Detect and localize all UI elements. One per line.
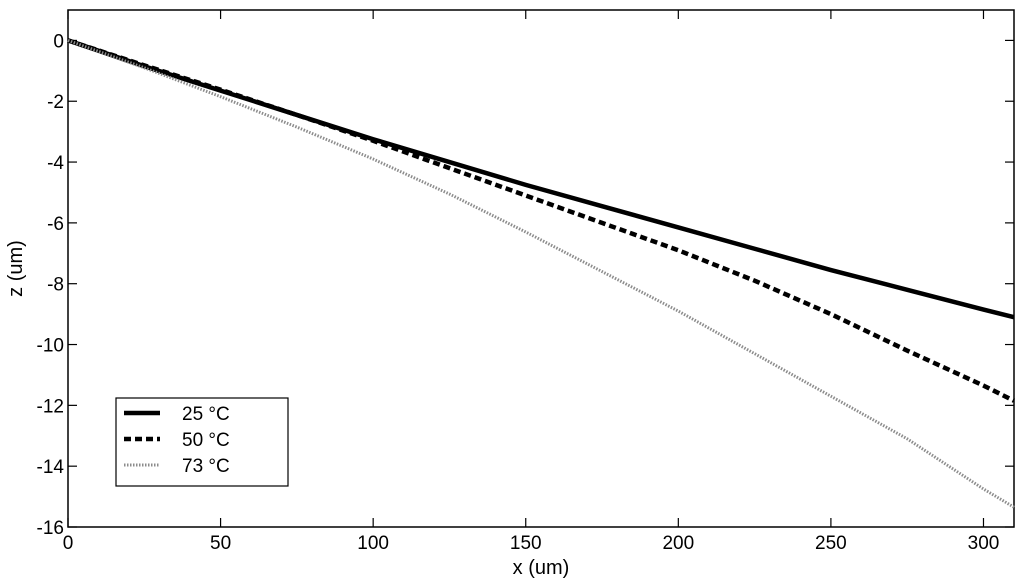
y-tick-label: -14 bbox=[37, 457, 65, 478]
x-tick-label: 300 bbox=[968, 533, 1000, 554]
y-tick-label: -2 bbox=[47, 92, 64, 113]
y-axis-label: z (um) bbox=[5, 240, 27, 297]
y-tick-label: -4 bbox=[47, 153, 64, 174]
y-tick-label: -10 bbox=[37, 336, 64, 357]
y-tick-label: -16 bbox=[37, 518, 64, 539]
series-line-2 bbox=[67, 38, 1016, 403]
legend-label-3: 73 °C bbox=[182, 456, 230, 477]
series-group bbox=[67, 38, 1016, 509]
legend-label-2: 50 °C bbox=[182, 430, 230, 451]
series-line-3 bbox=[67, 38, 1015, 509]
series-line-1 bbox=[67, 38, 1015, 320]
y-tick-label: 0 bbox=[53, 31, 64, 52]
x-tick-label: 50 bbox=[210, 533, 231, 554]
axes-group: 0 50 100 150 200 250 300 0 -2 -4 -6 -8 -10 -12 -14 -16 bbox=[37, 9, 1015, 554]
y-tick-label: -6 bbox=[47, 214, 64, 235]
x-axis-label: x (um) bbox=[513, 557, 570, 579]
x-tick-label: 250 bbox=[815, 533, 847, 554]
legend-label-1: 25 °C bbox=[182, 404, 230, 425]
x-tick-label: 100 bbox=[357, 533, 389, 554]
x-tick-label: 150 bbox=[510, 533, 542, 554]
legend: 25 °C 50 °C 73 °C bbox=[115, 397, 289, 487]
plot-area-frame bbox=[67, 9, 1015, 528]
x-tick-label: 0 bbox=[63, 533, 74, 554]
y-tick-label: -12 bbox=[37, 396, 64, 417]
x-tick-label: 200 bbox=[662, 533, 694, 554]
y-tick-label: -8 bbox=[47, 275, 64, 296]
